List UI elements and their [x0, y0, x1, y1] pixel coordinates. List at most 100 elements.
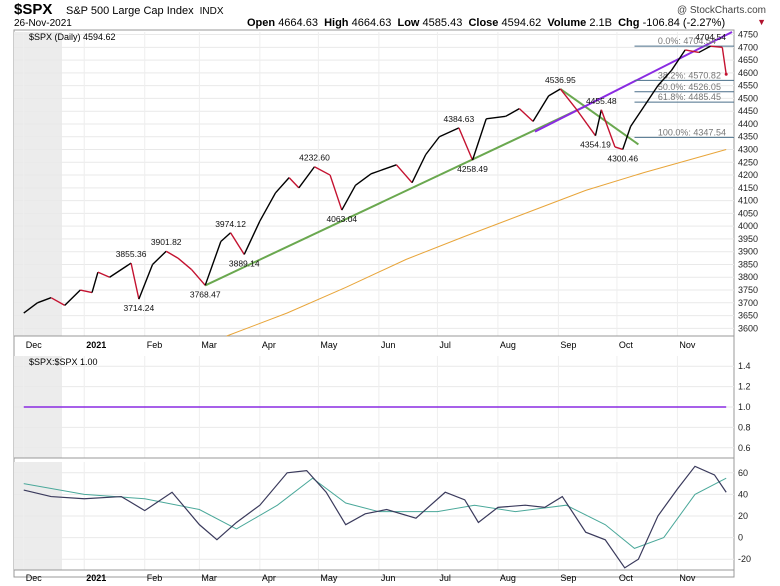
chg-label: Chg	[618, 17, 640, 29]
price-segment	[204, 241, 222, 286]
price-segment	[657, 69, 673, 87]
price-annotation: 3768.47	[190, 289, 221, 299]
price-segment	[630, 105, 645, 127]
price-segment	[243, 220, 261, 255]
open-value: 4664.63	[278, 17, 318, 29]
price-segment	[532, 95, 550, 122]
price-segment	[670, 49, 686, 71]
price-annotation: 3901.82	[151, 237, 182, 247]
price-x-label: Mar	[201, 340, 217, 350]
ratio-panel: 0.6 0.8 1.0 1.2 1.4	[14, 356, 751, 459]
price-legend: $SPX (Daily) 4594.62	[29, 32, 116, 42]
x-axis-labels: Dec Dec 2021 2021 Feb Feb Mar Mar Apr Apr May May Ju…	[26, 340, 696, 583]
symbol-title: $SPX	[14, 1, 53, 18]
macd-x-label: Jun	[381, 573, 396, 583]
price-tick-label: 3650	[738, 311, 758, 321]
price-segment	[600, 109, 616, 148]
price-x-label: Feb	[147, 340, 163, 350]
price-x-label: Jun	[381, 340, 396, 350]
price-panel: 3600 3650 3700 3750 3800 3850 3900 3950 4000 4050…	[14, 30, 758, 337]
macd-tick-label: 40	[738, 489, 748, 499]
ohlc-summary: Open 4664.63 High 4664.63 Low 4585.43 Cl…	[247, 17, 725, 29]
moving-average-line	[226, 149, 727, 337]
trendline	[534, 31, 733, 133]
price-segment	[314, 166, 331, 176]
price-tick-label: 4600	[738, 68, 758, 78]
price-tick-label: 4450	[738, 106, 758, 116]
price-x-label: May	[320, 340, 338, 350]
price-segment	[505, 108, 520, 117]
price-segment	[685, 49, 700, 54]
ratio-tick-label: 0.6	[738, 443, 751, 453]
price-x-label: Sep	[560, 340, 576, 350]
fib-level-label: 100.0%: 4347.54	[658, 127, 726, 137]
stockcharts-brand: @ StockCharts.com	[676, 5, 766, 16]
price-annotation: 4704.54	[695, 32, 726, 42]
price-segment	[97, 271, 110, 278]
low-label: Low	[397, 17, 420, 29]
price-tick-label: 4400	[738, 119, 758, 129]
price-annotation: 4354.19	[580, 140, 611, 150]
ratio-tick-label: 1.2	[738, 382, 751, 392]
macd-x-label: Apr	[262, 573, 276, 583]
price-segment	[37, 297, 52, 304]
macd-x-label: Feb	[147, 573, 163, 583]
price-tick-label: 3750	[738, 285, 758, 295]
price-annotation: 4384.63	[444, 114, 475, 124]
price-tick-label: 4550	[738, 81, 758, 91]
price-segment	[458, 127, 474, 161]
down-triangle-icon: ▼	[757, 17, 766, 27]
price-tick-label: 4150	[738, 183, 758, 193]
price-tick-label: 3800	[738, 272, 758, 282]
ratio-tick-label: 1.4	[738, 361, 751, 371]
price-tick-label: 4200	[738, 170, 758, 180]
price-segment	[395, 164, 413, 184]
price-segment	[191, 269, 206, 286]
chart-date: 26-Nov-2021	[14, 18, 72, 29]
macd-x-label: Jul	[439, 573, 451, 583]
price-tick-label: 4350	[738, 132, 758, 142]
price-segment	[64, 289, 81, 306]
price-segment	[425, 136, 440, 156]
close-label: Close	[468, 17, 499, 29]
price-segment	[50, 297, 66, 306]
volume-label: Volume	[547, 17, 587, 29]
price-segment	[91, 271, 99, 293]
price-segment	[439, 127, 460, 138]
panel-shade	[14, 32, 62, 336]
price-segment	[698, 45, 711, 54]
price-annotation: 4300.46	[607, 153, 638, 163]
signal-line	[23, 477, 727, 549]
price-segment	[23, 302, 38, 314]
price-segment	[486, 115, 506, 120]
price-segment	[288, 177, 300, 189]
price-segment	[165, 250, 179, 259]
index-name-text: S&P 500 Large Cap Index	[66, 5, 194, 17]
price-x-label: Jul	[439, 340, 451, 350]
trendline	[204, 105, 587, 287]
price-segment	[548, 88, 561, 97]
fib-level-label: 0.0%: 4704.54	[658, 36, 716, 46]
macd-x-label: Aug	[500, 573, 516, 583]
macd-line	[23, 465, 727, 569]
price-annotation: 4455.48	[586, 96, 617, 106]
chart-header: $SPX S&P 500 Large Cap Index INDX 26-Nov-…	[0, 0, 780, 30]
fib-level-label: 50.0%: 4526.05	[658, 82, 721, 92]
close-value: 4594.62	[501, 17, 542, 29]
price-segment	[370, 164, 397, 175]
macd-x-label: Dec	[26, 573, 43, 583]
price-x-label: Dec	[26, 340, 43, 350]
price-segment	[152, 250, 167, 265]
price-segment	[721, 47, 727, 75]
price-segment	[643, 85, 659, 107]
macd-tick-label: 0	[738, 533, 743, 543]
price-tick-label: 4500	[738, 93, 758, 103]
price-tick-label: 3600	[738, 323, 758, 333]
fib-level-label: 61.8%: 4485.45	[658, 92, 721, 102]
price-annotation: 3889.14	[229, 258, 260, 268]
price-tick-label: 4000	[738, 221, 758, 231]
price-annotation: 4536.95	[545, 75, 576, 85]
price-segment	[411, 154, 427, 184]
price-annotation: 4232.60	[299, 153, 330, 163]
price-tick-label: 4750	[738, 30, 758, 40]
